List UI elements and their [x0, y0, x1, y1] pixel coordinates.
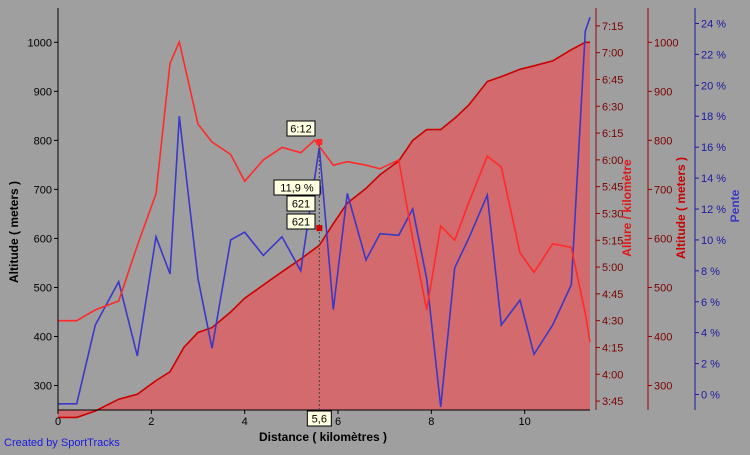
slope-tick-label: 24 % — [701, 18, 726, 30]
pace-axis-title: Allure / kilomètre — [620, 159, 634, 257]
pace-series-line — [58, 39, 591, 343]
pace-tick-label: 6:30 — [602, 101, 623, 113]
slope-tick-label: 18 % — [701, 111, 726, 123]
left-tick-label: 800 — [34, 135, 52, 147]
pace-tick-label: 6:45 — [602, 74, 623, 86]
slope-tick-label: 16 % — [701, 142, 726, 154]
marker-x-label: 5,6 — [312, 414, 327, 426]
left-tick-label: 300 — [34, 380, 52, 392]
slope-tick-label: 22 % — [701, 49, 726, 61]
pace-tick-label: 5:15 — [602, 235, 623, 247]
right-altitude-tick-label: 400 — [654, 331, 672, 343]
left-tick-label: 500 — [34, 282, 52, 294]
x-tick-label: 0 — [55, 416, 61, 428]
marker-altitude-label: 621 — [292, 199, 310, 211]
slope-axis-title: Pente — [728, 189, 742, 222]
slope-tick-label: 10 % — [701, 235, 726, 247]
slope-tick-label: 2 % — [701, 359, 720, 371]
hover-marker: 6:12 11,9 % 621 621 5,6 — [273, 120, 332, 427]
right-altitude-tick-label: 700 — [654, 184, 672, 196]
pace-tick-label: 7:00 — [602, 48, 623, 60]
slope-tick-label: 6 % — [701, 297, 720, 309]
right-altitude-axis-title: Altitude ( meters ) — [674, 157, 688, 259]
left-tick-label: 1000 — [28, 37, 52, 49]
marker-altitude-label-2: 621 — [292, 217, 310, 229]
marker-slope-label-box — [273, 179, 321, 196]
pace-tick-label: 4:45 — [602, 289, 623, 301]
left-tick-label: 700 — [34, 184, 52, 196]
right-altitude-tick-label: 1000 — [654, 37, 678, 49]
sporttracks-credit[interactable]: Created by SportTracks — [4, 437, 120, 449]
slope-tick-label: 4 % — [701, 328, 720, 340]
slope-series-line — [58, 17, 591, 407]
marker-pace-point — [316, 139, 323, 145]
slope-tick-label: 0 % — [701, 390, 720, 402]
marker-altitude-label-box — [286, 195, 316, 212]
axes-layer: 300 400 500 600 700 800 900 1000 0 2 4 6 8 10 3:45 4:00… — [28, 8, 726, 428]
x-axis-title: Distance ( kilomètres ) — [259, 430, 387, 444]
x-tick-label: 6 — [335, 416, 341, 428]
marker-altitude-label-2-box — [286, 213, 316, 230]
pace-tick-label: 5:45 — [602, 182, 623, 194]
right-altitude-tick-label: 600 — [654, 233, 672, 245]
left-tick-label: 900 — [34, 86, 52, 98]
slope-tick-label: 20 % — [701, 80, 726, 92]
pace-tick-label: 3:45 — [602, 396, 623, 408]
pace-tick-label: 4:00 — [602, 369, 623, 381]
pace-tick-label: 4:15 — [602, 342, 623, 354]
pace-tick-label: 5:00 — [602, 262, 623, 274]
x-tick-label: 10 — [519, 416, 531, 428]
right-altitude-tick-label: 800 — [654, 135, 672, 147]
pace-tick-label: 6:15 — [602, 128, 623, 140]
slope-tick-label: 8 % — [701, 266, 720, 278]
altitude-series-line — [58, 41, 590, 419]
right-altitude-tick-label: 300 — [654, 380, 672, 392]
marker-pace-label: 6:12 — [290, 124, 311, 136]
pace-tick-label: 4:30 — [602, 316, 623, 328]
x-tick-label: 4 — [242, 416, 248, 428]
plot-area — [58, 17, 591, 419]
pace-tick-label: 5:30 — [602, 208, 623, 220]
right-altitude-tick-label: 900 — [654, 86, 672, 98]
marker-altitude-point — [316, 225, 323, 232]
altitude-area — [58, 42, 590, 418]
left-axis-title: Altitude ( meters ) — [7, 181, 21, 283]
marker-pace-label-box — [286, 120, 316, 137]
slope-tick-label: 12 % — [701, 204, 726, 216]
x-tick-label: 2 — [148, 416, 154, 428]
pace-tick-label: 6:00 — [602, 155, 623, 167]
x-tick-label: 8 — [428, 416, 434, 428]
marker-x-label-box — [306, 410, 332, 427]
left-tick-label: 400 — [34, 331, 52, 343]
marker-slope-label: 11,9 % — [280, 183, 314, 195]
slope-tick-label: 14 % — [701, 173, 726, 185]
pace-tick-label: 7:15 — [602, 21, 623, 33]
left-tick-label: 600 — [34, 233, 52, 245]
right-altitude-tick-label: 500 — [654, 282, 672, 294]
